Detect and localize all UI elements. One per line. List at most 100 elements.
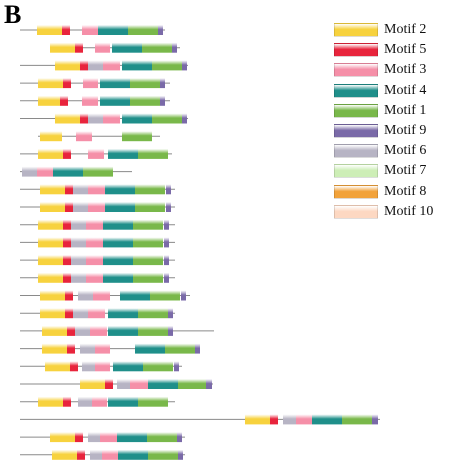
motif-9-block bbox=[182, 60, 187, 71]
motif-6-block bbox=[73, 184, 88, 195]
motif-5-block bbox=[75, 432, 83, 443]
motif-3-block bbox=[95, 42, 110, 53]
motif-5-block bbox=[63, 148, 71, 159]
motif-6-block bbox=[88, 432, 100, 443]
sequence-row bbox=[20, 290, 190, 301]
sequence-row bbox=[20, 78, 170, 89]
motif-6-block bbox=[88, 60, 103, 71]
motif-9-block bbox=[172, 42, 177, 53]
motif-4-block bbox=[108, 396, 138, 407]
motif-1-block bbox=[152, 113, 182, 124]
motif-4-block bbox=[103, 272, 133, 283]
motif-2-block bbox=[55, 113, 80, 124]
motif-2-block bbox=[38, 272, 63, 283]
motif-5-block bbox=[62, 25, 70, 35]
motif-1-block bbox=[122, 131, 152, 142]
motif-4-block bbox=[100, 78, 130, 89]
motif-5-block bbox=[63, 255, 71, 266]
motif-1-block bbox=[133, 219, 163, 230]
motif-2-block bbox=[45, 361, 70, 372]
motif-5-block bbox=[63, 272, 71, 283]
motif-1-block bbox=[148, 449, 178, 460]
sequence-row bbox=[20, 237, 175, 248]
motif-1-block bbox=[342, 414, 372, 425]
motif-2-block bbox=[38, 95, 60, 106]
motif-3-block bbox=[88, 202, 105, 212]
sequence-row bbox=[20, 361, 182, 372]
motif-4-block bbox=[108, 325, 138, 336]
motif-3-block bbox=[100, 432, 117, 443]
legend-swatch bbox=[334, 63, 378, 78]
motif-4-block bbox=[118, 449, 148, 460]
motif-4-block bbox=[113, 361, 143, 372]
motif-4-block bbox=[135, 343, 165, 354]
motif-1-block bbox=[133, 272, 163, 283]
motif-1-block bbox=[133, 255, 163, 266]
motif-2-block bbox=[40, 131, 62, 142]
motif-3-block bbox=[102, 449, 118, 460]
motif-4-block bbox=[105, 202, 135, 212]
motif-1-block bbox=[178, 379, 206, 389]
motif-9-block bbox=[177, 432, 182, 443]
legend-label: Motif 4 bbox=[384, 82, 427, 98]
motif-2-block bbox=[38, 396, 63, 407]
motif-6-block bbox=[78, 396, 92, 407]
legend-label: Motif 6 bbox=[384, 143, 427, 159]
motif-3-block bbox=[103, 60, 120, 71]
motif-4-block bbox=[117, 432, 147, 443]
motif-2-block bbox=[40, 202, 65, 212]
motif-3-block bbox=[37, 166, 53, 177]
motif-1-block bbox=[138, 148, 168, 159]
motif-4-block bbox=[122, 113, 152, 124]
motif-5-block bbox=[65, 202, 73, 212]
motif-9-block bbox=[160, 78, 165, 89]
motif-3-block bbox=[93, 290, 110, 301]
motif-1-block bbox=[138, 308, 168, 319]
motif-9-block bbox=[181, 290, 186, 301]
legend-swatch bbox=[334, 23, 378, 37]
legend-label: Motif 2 bbox=[384, 22, 427, 37]
motif-9-block bbox=[158, 25, 163, 35]
motif-9-block bbox=[174, 361, 179, 372]
legend-swatch bbox=[334, 144, 378, 159]
motif-4-block bbox=[108, 308, 138, 319]
motif-1-block bbox=[147, 432, 177, 443]
motif-6-block bbox=[78, 290, 93, 301]
motif-2-block bbox=[38, 237, 63, 248]
motif-3-block bbox=[88, 184, 105, 195]
motif-9-block bbox=[178, 449, 183, 460]
motif-1-block bbox=[128, 25, 158, 35]
legend-label: Motif 9 bbox=[384, 122, 427, 138]
motif-9-block bbox=[166, 202, 171, 212]
motif-5-block bbox=[65, 308, 73, 319]
sequence-row bbox=[20, 308, 175, 319]
sequence-row bbox=[20, 255, 175, 266]
motif-6-block bbox=[71, 219, 86, 230]
motif-9-block bbox=[182, 113, 187, 124]
motif-6-block bbox=[283, 414, 296, 425]
sequence-row bbox=[50, 42, 180, 53]
motif-2-block bbox=[42, 343, 67, 354]
motif-2-block bbox=[40, 308, 65, 319]
motif-1-block bbox=[143, 361, 173, 372]
legend-swatch bbox=[334, 103, 378, 118]
sequence-row bbox=[20, 343, 200, 354]
motif-4-block bbox=[98, 25, 128, 35]
sequence-row bbox=[20, 148, 172, 159]
motif-9-block bbox=[166, 184, 171, 195]
motif-5-block bbox=[63, 237, 71, 248]
legend-label: Motif 10 bbox=[384, 203, 434, 219]
motif-1-block bbox=[83, 166, 113, 177]
motif-9-block bbox=[168, 325, 173, 336]
motif-3-block bbox=[88, 148, 104, 159]
motif-9-block bbox=[206, 379, 212, 389]
sequence-row bbox=[38, 131, 160, 142]
motif-4-block bbox=[312, 414, 342, 425]
motif-3-block bbox=[76, 131, 92, 142]
motif-1-block bbox=[150, 290, 180, 301]
motif-5-block bbox=[75, 42, 83, 53]
motif-4-block bbox=[103, 255, 133, 266]
motif-6-block bbox=[75, 325, 90, 336]
legend-label: Motif 8 bbox=[384, 183, 427, 199]
motif-9-block bbox=[164, 219, 169, 230]
